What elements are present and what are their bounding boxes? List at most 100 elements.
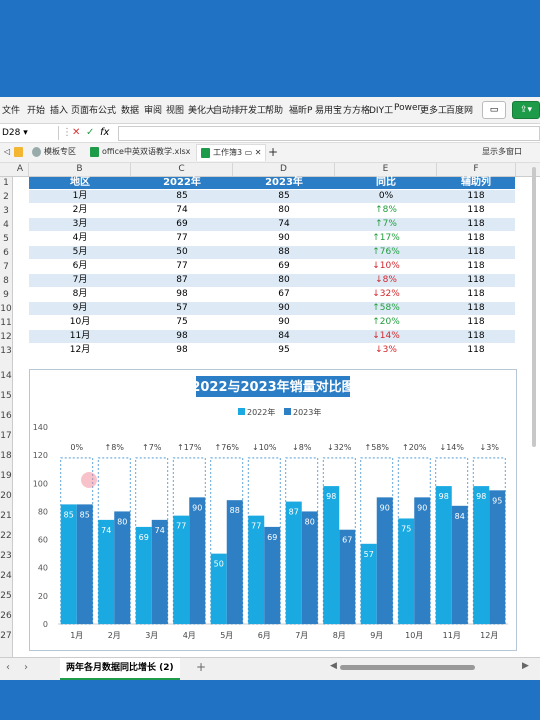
table-cell[interactable]: 8月: [72, 289, 88, 299]
ribbon-tab[interactable]: Power: [394, 103, 422, 113]
ribbon-tab[interactable]: 美化大: [188, 106, 216, 116]
table-cell[interactable]: 88: [278, 247, 290, 257]
ribbon-tab[interactable]: 开发工: [239, 106, 267, 116]
table-cell[interactable]: 118: [467, 261, 485, 271]
table-cell[interactable]: 74: [278, 219, 290, 229]
table-cell[interactable]: 118: [467, 317, 485, 327]
comment-icon[interactable]: ▭: [482, 101, 506, 119]
table-cell[interactable]: 118: [467, 275, 485, 285]
prev-sheet-icon[interactable]: ‹: [6, 662, 10, 673]
row-header[interactable]: 7: [3, 262, 9, 272]
table-cell[interactable]: 12月: [69, 345, 91, 355]
share-button[interactable]: ⇪▾: [512, 101, 540, 119]
row-header[interactable]: 9: [3, 290, 9, 300]
column-header[interactable]: E: [335, 163, 437, 176]
back-icon[interactable]: ◁: [4, 147, 11, 156]
formula-input[interactable]: [118, 126, 540, 141]
ribbon-tab[interactable]: 易用宝: [315, 106, 343, 116]
table-cell[interactable]: 118: [467, 345, 485, 355]
row-header[interactable]: 18: [0, 451, 12, 461]
column-header[interactable]: F: [437, 163, 516, 176]
tab-workbook3[interactable]: 工作簿3 ▭ ✕: [196, 144, 267, 161]
table-cell[interactable]: 118: [467, 233, 485, 243]
row-header[interactable]: 20: [0, 491, 12, 501]
row-header[interactable]: 19: [0, 471, 12, 481]
column-header[interactable]: B: [29, 163, 131, 176]
row-header[interactable]: 24: [0, 571, 12, 581]
table-cell[interactable]: 90: [278, 317, 290, 327]
table-cell[interactable]: 87: [176, 275, 188, 285]
table-cell[interactable]: 90: [278, 303, 290, 313]
scroll-left-icon[interactable]: ◀: [330, 661, 337, 671]
table-cell[interactable]: 2月: [72, 205, 88, 215]
row-header[interactable]: 15: [0, 391, 12, 401]
horizontal-scrollbar[interactable]: [340, 665, 475, 670]
row-header[interactable]: 11: [0, 318, 12, 328]
table-cell[interactable]: ↓8%: [375, 275, 397, 285]
table-cell[interactable]: 0%: [378, 191, 394, 201]
row-header[interactable]: 22: [0, 531, 12, 541]
confirm-icon[interactable]: ✓: [86, 127, 95, 138]
row-header[interactable]: 3: [3, 206, 9, 216]
sheet-tab-active[interactable]: 两年各月数据同比增长 (2): [60, 658, 180, 680]
table-cell[interactable]: 1月: [72, 191, 88, 201]
table-cell[interactable]: 4月: [72, 233, 88, 243]
ribbon-tab[interactable]: 百度网: [446, 106, 474, 116]
row-header[interactable]: 13: [0, 346, 12, 356]
ribbon-tab[interactable]: 插入: [50, 106, 69, 116]
table-cell[interactable]: 118: [467, 219, 485, 229]
table-cell[interactable]: 98: [176, 331, 188, 341]
scroll-right-icon[interactable]: ▶: [522, 661, 529, 671]
row-header[interactable]: 6: [3, 248, 9, 258]
table-cell[interactable]: 98: [176, 345, 188, 355]
row-header[interactable]: 5: [3, 234, 9, 244]
table-cell[interactable]: 69: [278, 261, 290, 271]
row-header[interactable]: 17: [0, 431, 12, 441]
tab-file-office[interactable]: office中英双语教学.xlsx: [86, 144, 194, 160]
table-cell[interactable]: 80: [278, 275, 290, 285]
table-cell[interactable]: ↑7%: [375, 219, 397, 229]
table-cell[interactable]: ↓32%: [372, 289, 400, 299]
table-cell[interactable]: 67: [278, 289, 290, 299]
row-header[interactable]: 8: [3, 276, 9, 286]
table-header-cell[interactable]: 辅助列: [461, 177, 491, 188]
table-cell[interactable]: 3月: [72, 219, 88, 229]
table-cell[interactable]: 118: [467, 247, 485, 257]
name-box[interactable]: D28 ▾: [0, 126, 59, 140]
row-header[interactable]: 12: [0, 332, 12, 342]
fx-icon[interactable]: fx: [100, 127, 110, 138]
table-cell[interactable]: 10月: [69, 317, 91, 327]
row-header[interactable]: 21: [0, 511, 12, 521]
ribbon-tab[interactable]: 页面布: [71, 106, 99, 116]
table-cell[interactable]: ↑58%: [372, 303, 400, 313]
row-header[interactable]: 16: [0, 411, 12, 421]
column-header[interactable]: C: [131, 163, 233, 176]
table-cell[interactable]: 77: [176, 233, 188, 243]
table-cell[interactable]: 85: [176, 191, 188, 201]
row-header[interactable]: 26: [0, 611, 12, 621]
table-cell[interactable]: 5月: [72, 247, 88, 257]
table-cell[interactable]: 90: [278, 233, 290, 243]
table-header-cell[interactable]: 2022年: [163, 177, 201, 188]
table-cell[interactable]: 98: [176, 289, 188, 299]
add-sheet-button[interactable]: +: [196, 660, 207, 674]
table-cell[interactable]: 69: [176, 219, 188, 229]
table-cell[interactable]: ↑76%: [372, 247, 400, 257]
table-cell[interactable]: 80: [278, 205, 290, 215]
ribbon-tab[interactable]: 视图: [166, 106, 185, 116]
table-cell[interactable]: 118: [467, 331, 485, 341]
table-cell[interactable]: ↑20%: [372, 317, 400, 327]
cancel-icon[interactable]: ✕: [72, 127, 81, 138]
table-cell[interactable]: ↓14%: [372, 331, 400, 341]
ribbon-tab[interactable]: 方方格: [343, 106, 371, 116]
ribbon-tab[interactable]: 文件: [2, 106, 21, 116]
table-header-cell[interactable]: 2023年: [265, 177, 303, 188]
row-header[interactable]: 14: [0, 371, 12, 381]
row-header[interactable]: 2: [3, 192, 9, 202]
row-header[interactable]: 23: [0, 551, 12, 561]
ribbon-tab[interactable]: 更多工: [420, 106, 448, 116]
folder-icon[interactable]: [10, 144, 30, 160]
tab-template[interactable]: 模板专区: [28, 144, 80, 160]
table-cell[interactable]: 95: [278, 345, 290, 355]
ribbon-tab[interactable]: 福昕P: [289, 106, 313, 116]
